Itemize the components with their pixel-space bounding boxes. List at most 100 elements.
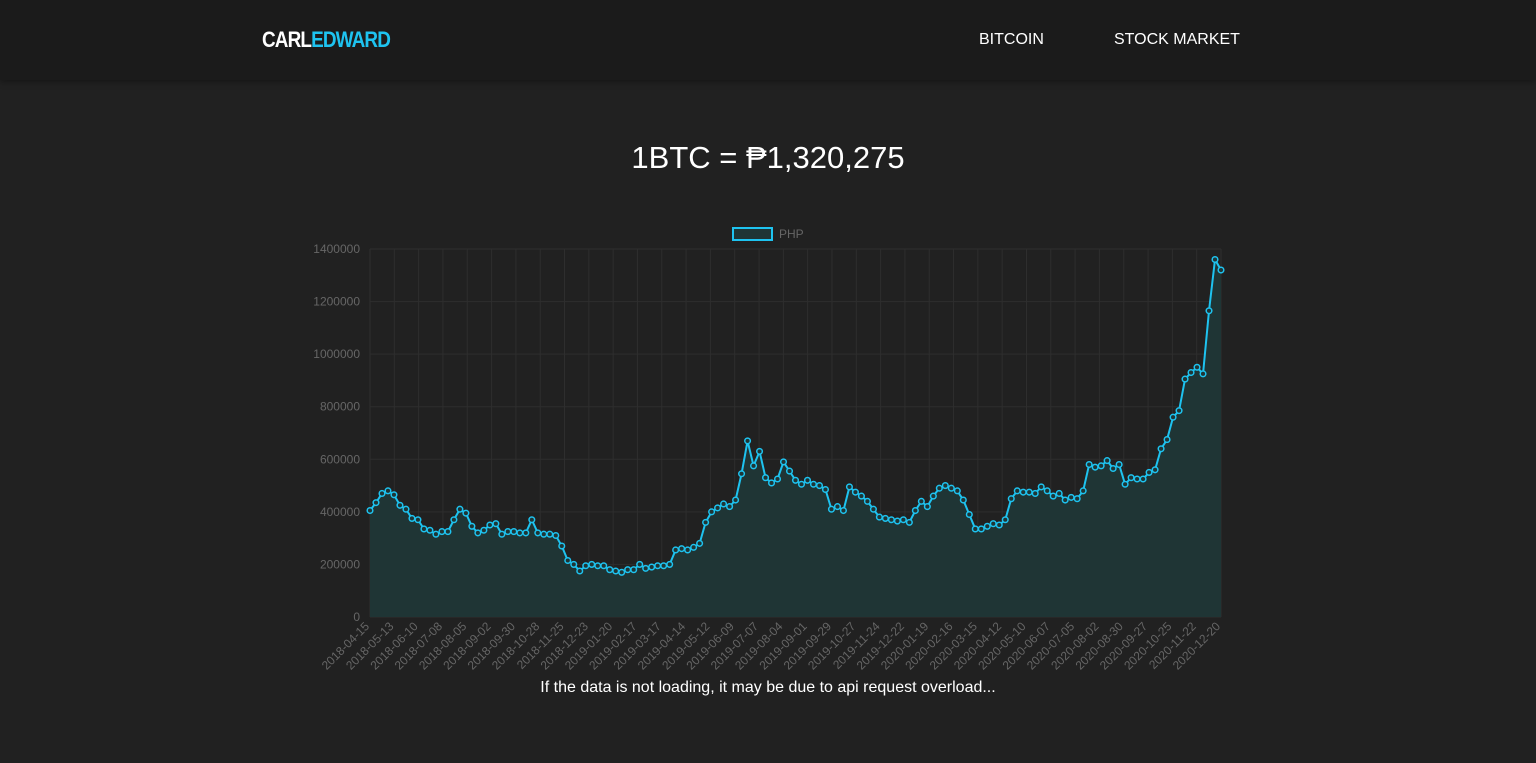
data-point — [408, 514, 416, 522]
data-point — [666, 560, 674, 568]
data-point — [803, 476, 812, 484]
nav-link-stock-market[interactable]: STOCK MARKET — [1114, 31, 1240, 48]
y-tick-label: 600000 — [320, 452, 360, 466]
data-point — [1151, 466, 1159, 474]
data-point — [630, 566, 638, 574]
data-point — [851, 488, 859, 496]
data-point — [1025, 488, 1033, 496]
data-point — [1049, 492, 1057, 500]
data-point — [606, 566, 614, 574]
data-point — [941, 482, 949, 490]
price-prefix: 1BTC = — [631, 140, 746, 175]
data-point — [821, 485, 830, 494]
data-point — [444, 528, 452, 536]
data-point — [1013, 487, 1021, 495]
data-point — [1127, 474, 1135, 482]
data-point — [1169, 413, 1177, 421]
data-point — [744, 437, 752, 445]
price-value: ₱1,320,275 — [745, 140, 905, 175]
data-point — [1091, 463, 1099, 471]
data-point — [636, 560, 644, 568]
data-point — [690, 543, 698, 551]
api-overload-notice: If the data is not loading, it may be du… — [540, 679, 996, 696]
data-point — [492, 520, 500, 528]
y-tick-label: 1000000 — [313, 347, 360, 361]
data-point — [738, 470, 746, 478]
data-point — [702, 518, 710, 526]
data-point — [905, 518, 913, 526]
data-point — [426, 526, 434, 534]
data-point — [1139, 475, 1147, 483]
data-point — [935, 484, 943, 492]
data-point — [654, 562, 662, 570]
data-point — [1019, 488, 1027, 496]
y-tick-label: 0 — [353, 610, 360, 624]
data-point — [588, 560, 596, 568]
data-point — [1199, 370, 1207, 378]
data-point — [989, 520, 997, 528]
logo[interactable]: CARLEDWARD — [262, 27, 391, 53]
nav-link-bitcoin[interactable]: BITCOIN — [979, 31, 1044, 48]
data-point — [366, 506, 374, 515]
data-point — [714, 504, 722, 512]
data-point — [624, 566, 632, 574]
data-point — [420, 525, 428, 533]
data-point — [1097, 462, 1105, 470]
data-point — [558, 542, 566, 550]
data-point — [995, 521, 1003, 529]
data-point — [1193, 363, 1201, 371]
data-point — [779, 458, 788, 466]
data-point — [708, 508, 716, 516]
data-point — [696, 539, 704, 547]
data-point — [504, 528, 512, 536]
data-point — [893, 517, 901, 525]
navbar: CARLEDWARD BITCOIN STOCK MARKET — [0, 0, 1536, 80]
data-point — [474, 529, 482, 537]
data-point — [510, 528, 518, 536]
data-point — [1079, 487, 1087, 495]
data-point — [528, 516, 536, 524]
data-point — [1115, 460, 1123, 469]
data-point — [1109, 464, 1117, 473]
data-point — [1085, 460, 1093, 469]
data-point — [809, 480, 818, 488]
data-point — [1175, 407, 1183, 415]
data-point — [911, 506, 919, 515]
logo-text-edward: EDWARD — [311, 27, 391, 52]
data-point — [863, 497, 871, 505]
data-point — [791, 476, 800, 484]
data-point — [570, 560, 578, 568]
data-point — [881, 514, 889, 522]
data-point — [983, 522, 991, 530]
data-point — [827, 505, 836, 513]
y-tick-label: 400000 — [320, 505, 360, 519]
data-point — [1205, 307, 1213, 315]
data-point — [971, 525, 979, 533]
data-point — [965, 510, 973, 519]
y-tick-label: 200000 — [320, 557, 360, 571]
data-point — [516, 529, 524, 537]
data-point — [1145, 468, 1153, 476]
data-point — [869, 505, 877, 513]
data-point — [1001, 516, 1009, 524]
data-point — [839, 506, 847, 515]
data-point — [546, 530, 554, 538]
data-point — [785, 467, 794, 475]
data-point — [1043, 487, 1051, 495]
data-point — [612, 567, 620, 575]
data-point — [648, 563, 656, 571]
data-point — [462, 509, 470, 517]
legend-swatch — [732, 227, 773, 241]
data-point — [755, 447, 764, 455]
data-point — [522, 529, 530, 537]
data-point — [396, 501, 404, 509]
data-point — [1211, 255, 1219, 264]
data-point — [432, 530, 440, 538]
data-point — [797, 480, 806, 488]
data-point — [1067, 493, 1075, 501]
data-point — [684, 546, 692, 554]
data-point — [486, 521, 494, 529]
data-point — [750, 462, 758, 470]
data-point — [1061, 496, 1069, 504]
data-point — [923, 503, 931, 511]
